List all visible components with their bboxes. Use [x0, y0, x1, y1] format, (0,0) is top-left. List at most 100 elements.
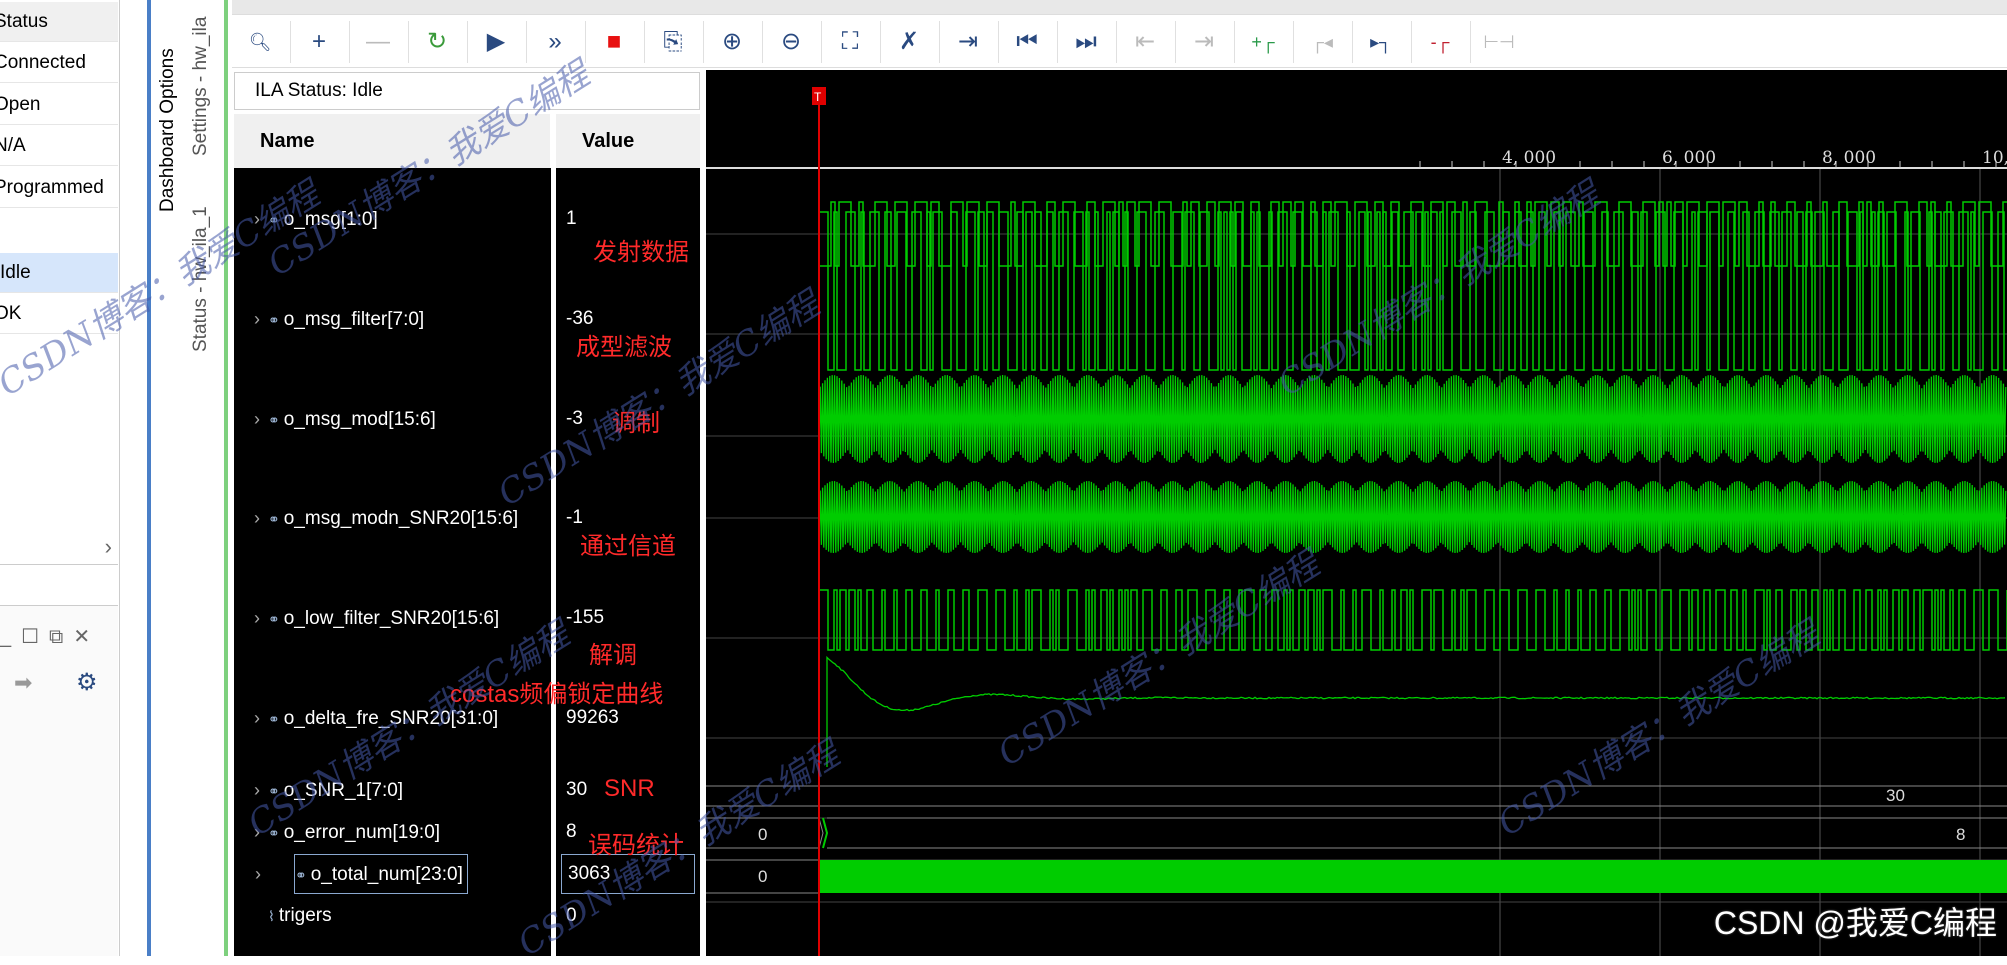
signal-row-name[interactable]: › ⚭ o_delta_fre_SNR20[31:0] — [234, 703, 498, 733]
expand-chevron-icon[interactable]: › — [254, 708, 260, 728]
tick-label: 4, 000 — [1502, 148, 1556, 168]
toolbar-separator — [821, 21, 822, 63]
prev-transition-icon[interactable]: ⇤ — [1134, 28, 1156, 55]
toolbar-separator — [644, 21, 645, 63]
forward-arrow-icon[interactable]: ➡ — [14, 670, 33, 695]
o-delta-fre-wave — [826, 655, 2006, 767]
signal-row-name[interactable]: › ⚭ o_error_num[19:0] — [234, 817, 440, 847]
o-snr-bus — [706, 785, 2007, 807]
window-controls[interactable]: _☐⧉✕ — [0, 626, 101, 648]
signal-row-name[interactable]: › ⚭ o_SNR_1[7:0] — [234, 775, 403, 805]
expand-chevron-icon[interactable]: › — [254, 608, 260, 628]
toolbar-separator — [939, 21, 940, 63]
bus-signal-icon: ⚭ — [268, 412, 280, 428]
tab-status-hw-ila-1[interactable]: Status - hw_ila_1 — [190, 206, 211, 352]
expand-chevron-icon[interactable]: › — [254, 409, 260, 429]
search-icon[interactable]: 🔍︎ — [248, 32, 272, 52]
toolbar-separator — [703, 21, 704, 63]
expand-chevron-icon[interactable]: › — [254, 780, 260, 800]
signal-value: 99263 — [566, 707, 619, 728]
tab-settings-hw-ila[interactable]: Settings - hw_ila — [190, 16, 211, 156]
next-transition-icon[interactable]: ⇥ — [1193, 28, 1215, 55]
signal-value: 0 — [566, 905, 577, 926]
signal-value: -1 — [566, 507, 583, 528]
signal-row-name[interactable]: › ⚭ o_total_num[23:0] — [255, 854, 468, 894]
bus-signal-icon: ⚭ — [268, 825, 280, 841]
go-to-cursor-icon[interactable]: ⇥ — [957, 28, 979, 55]
zoom-out-icon[interactable]: ⊖ — [780, 28, 802, 55]
expand-chevron-icon[interactable]: › — [254, 309, 260, 329]
toolbar-separator — [880, 21, 881, 63]
tick-label: 8, 000 — [1822, 148, 1876, 168]
next-marker-icon[interactable]: ▸┐ — [1370, 32, 1392, 52]
go-to-start-icon[interactable]: ⏮ — [1016, 28, 1038, 55]
signal-value-list: 1 -36 -3 -1 -155 99263 30 8 3063 0 — [556, 168, 700, 956]
prev-marker-icon[interactable]: ┌◂ — [1311, 32, 1333, 52]
bus-signal-icon: ⚭ — [268, 511, 280, 527]
toolbar-separator — [762, 21, 763, 63]
waveform-toolbar: 🔍︎ + — ↻ ▶ » ■ ⎘ ⊕ ⊖ ⛶ ✗ ⇥ ⏮ ⏭ ⇤ ⇥ +┌ ┌◂ ▸┐ -┌ ⊢⊣ — [232, 14, 2007, 68]
toolbar-separator — [1293, 21, 1294, 63]
status-row[interactable]: Connected — [0, 43, 118, 83]
ila-status: ILA Status: Idle — [234, 72, 700, 110]
name-column-header[interactable]: Name — [234, 114, 550, 168]
zoom-in-icon[interactable]: ⊕ — [721, 28, 743, 55]
status-row[interactable]: Open — [0, 85, 118, 125]
run-trigger-icon[interactable]: ▶ — [486, 28, 506, 55]
delete-marker-icon[interactable]: -┌ — [1430, 32, 1450, 52]
bus-value-label: 8 — [1956, 825, 1965, 844]
bus-signal-icon: ⚭ — [268, 783, 280, 799]
signal-row-name[interactable]: › ⚭ o_low_filter_SNR20[15:6] — [234, 603, 499, 633]
status-row[interactable]: OK — [0, 294, 118, 334]
run-immediate-icon[interactable]: » — [548, 28, 562, 55]
toolbar-separator — [408, 21, 409, 63]
annotation-label: SNR — [604, 775, 655, 802]
signal-name: o_error_num[19:0] — [283, 822, 441, 843]
expand-chevron-icon[interactable]: › — [254, 822, 260, 842]
gear-icon[interactable]: ⚙ — [76, 669, 98, 696]
status-row[interactable]: Programmed — [0, 168, 118, 208]
signal-row-name[interactable]: › ⚭ o_msg_mod[15:6] — [234, 404, 436, 434]
signal-row-name[interactable]: › ⚭ o_msg_modn_SNR20[15:6] — [234, 503, 518, 533]
export-icon[interactable]: ⎘ — [663, 28, 683, 55]
add-marker-icon[interactable]: +┌ — [1251, 32, 1275, 52]
signal-name: o_SNR_1[7:0] — [283, 780, 404, 801]
value-column-header[interactable]: Value — [556, 114, 700, 168]
bus-signal-icon: ⚭ — [268, 312, 280, 328]
toolbar-separator — [1175, 21, 1176, 63]
tab-dashboard-options[interactable]: Dashboard Options — [157, 48, 178, 212]
annotation-label: 误码统计 — [588, 832, 684, 859]
expand-chevron-icon[interactable]: › — [254, 209, 260, 229]
expand-chevron-icon[interactable]: › — [254, 508, 260, 528]
go-to-end-icon[interactable]: ⏭ — [1075, 28, 1097, 55]
signal-value: -3 — [566, 408, 583, 429]
lower-panel: _☐⧉✕ ➡ ⚙ — [0, 605, 118, 956]
status-row[interactable]: Idle — [0, 253, 118, 293]
chevron-right-icon[interactable]: › — [104, 534, 112, 559]
refresh-run-icon[interactable]: ↻ — [426, 28, 448, 55]
signal-row-name[interactable]: › ⚭ o_msg[1:0] — [234, 204, 378, 234]
o-low-filter-wave — [819, 589, 2007, 651]
bus-signal-icon: ⚭ — [268, 611, 280, 627]
swap-cursor-icon[interactable]: ⊢⊣ — [1483, 32, 1515, 52]
stop-icon[interactable]: ■ — [606, 28, 622, 55]
signal-name: o_delta_fre_SNR20[31:0] — [283, 708, 499, 729]
signal-row-name[interactable]: › ⚭ o_msg_filter[7:0] — [234, 304, 424, 334]
signal-value: 8 — [566, 821, 577, 842]
signal-row-name[interactable]: ⌇ trigers — [234, 901, 332, 931]
remove-icon[interactable]: — — [366, 28, 390, 55]
annotation-label: 通过信道 — [580, 533, 676, 560]
zoom-fit-icon[interactable]: ⛶ — [841, 28, 859, 55]
status-table-end: › — [0, 410, 118, 565]
add-icon[interactable]: + — [311, 28, 326, 55]
annotation-label: 调制 — [612, 410, 660, 437]
status-row[interactable]: Status — [0, 2, 118, 42]
expand-chevron-icon[interactable]: › — [255, 864, 261, 884]
tick-label: 6, 000 — [1662, 148, 1716, 168]
status-row[interactable]: N/A — [0, 126, 118, 166]
cursor-clear-icon[interactable]: ✗ — [898, 28, 920, 55]
toolbar-separator — [1470, 21, 1471, 63]
